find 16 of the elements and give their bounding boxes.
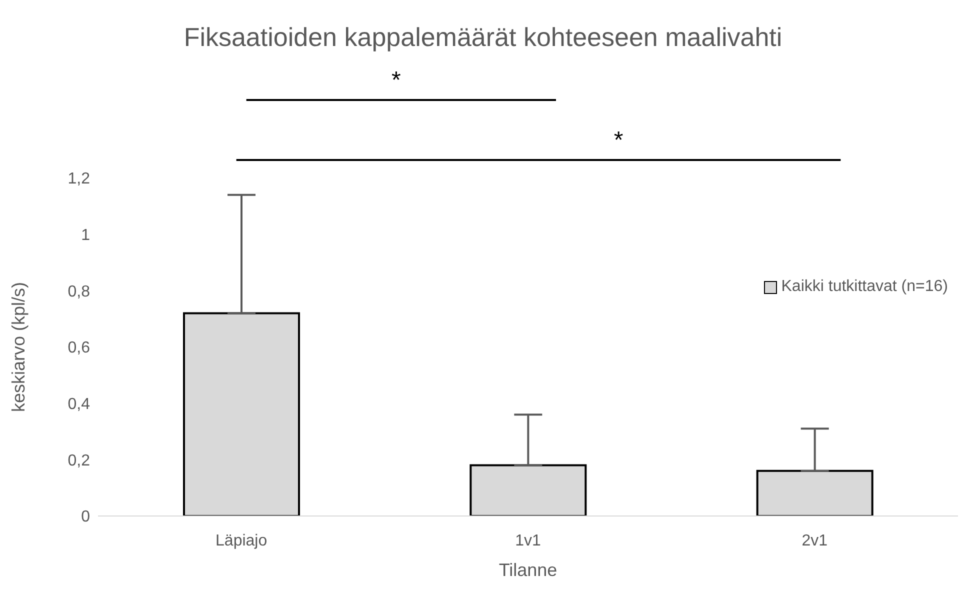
x-tick-label: 2v1	[802, 532, 828, 550]
x-tick-label: 1v1	[515, 532, 541, 550]
legend-label: Kaikki tutkittavat (n=16)	[780, 278, 948, 296]
x-tick-label: Läpiajo	[216, 532, 268, 550]
text: *	[614, 127, 624, 154]
y-tick-label: 0,6	[68, 340, 90, 357]
y-tick-label: 0,8	[68, 283, 90, 300]
y-tick-label: 0,2	[68, 452, 90, 470]
x-axis-title: Tilanne	[498, 560, 558, 580]
chart-title: Fiksaatioiden kappalemäärät kohteeseen maalivahti	[182, 22, 784, 53]
y-tick-label: 0,4	[68, 396, 90, 414]
y-tick-label: 1	[81, 227, 90, 244]
y-tick-label: 1,2	[68, 170, 90, 188]
text: *	[391, 67, 401, 94]
y-tick-label: 0	[81, 508, 90, 526]
y-axis-title: keskiarvo (kpl/s)	[8, 282, 28, 412]
